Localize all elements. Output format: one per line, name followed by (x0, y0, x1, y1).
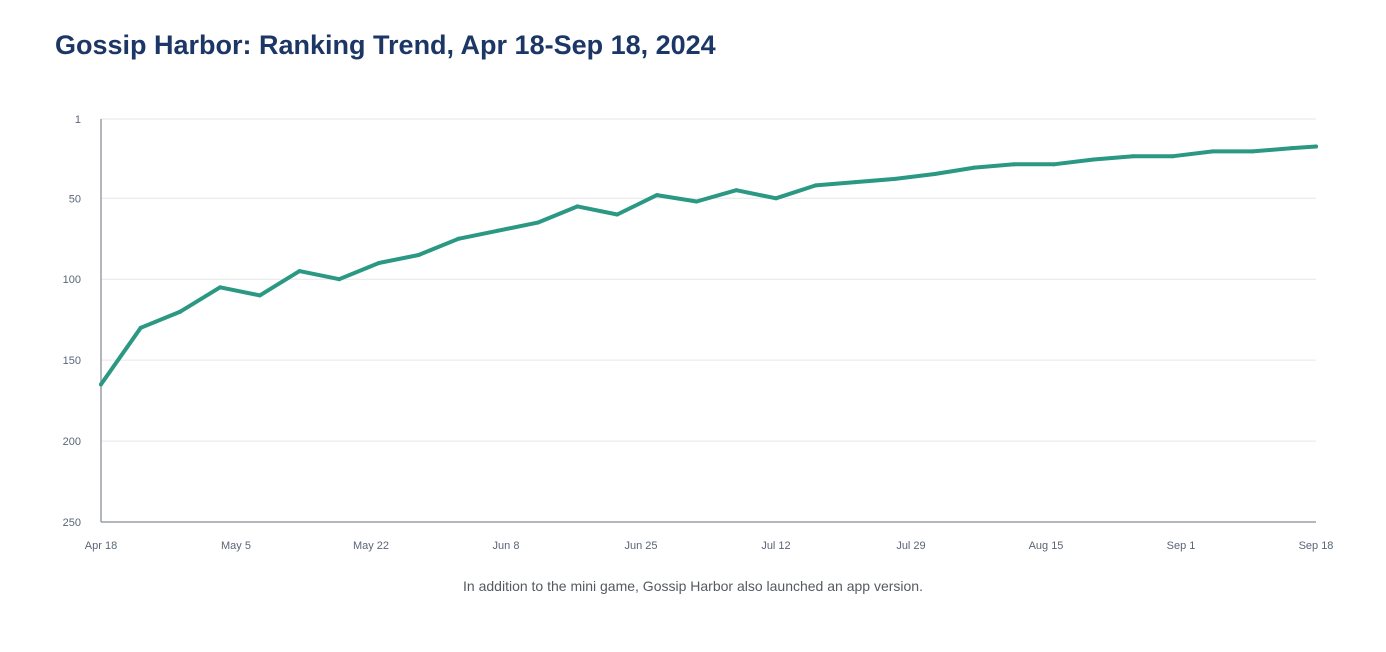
y-tick-label: 150 (63, 355, 81, 367)
data-point (734, 188, 739, 193)
x-tick-label: Sep 1 (1167, 540, 1196, 552)
data-point (218, 285, 223, 290)
data-point (1314, 144, 1318, 149)
x-tick-label: May 5 (221, 540, 251, 552)
x-tick-label: Jun 8 (493, 540, 520, 552)
series-layer (99, 144, 1318, 387)
data-point (972, 165, 977, 170)
ranking-series-line (99, 144, 1318, 387)
data-point (1171, 154, 1176, 159)
y-tick-label: 250 (63, 517, 81, 529)
data-point (1012, 162, 1017, 167)
data-point (99, 382, 103, 387)
data-point (575, 204, 580, 209)
data-point (376, 261, 381, 266)
x-tick-label: Apr 18 (85, 540, 117, 552)
x-tick-label: Jun 25 (624, 540, 657, 552)
data-point (774, 196, 778, 201)
data-point (1250, 149, 1255, 154)
x-tick-label: May 22 (353, 540, 389, 552)
axes (100, 119, 1316, 523)
data-point (416, 252, 421, 257)
x-tick-label: Jul 12 (761, 540, 790, 552)
data-point (932, 172, 937, 177)
data-point (337, 277, 342, 282)
data-point (1131, 154, 1136, 159)
x-tick-label: Aug 15 (1029, 540, 1064, 552)
y-tick-label: 1 (75, 114, 81, 126)
data-point (654, 193, 659, 198)
data-point (853, 180, 858, 185)
data-point (615, 212, 620, 217)
data-point (1290, 146, 1295, 151)
data-point (178, 309, 183, 314)
data-point (535, 220, 540, 225)
data-point (893, 176, 898, 181)
data-point (138, 325, 143, 330)
data-point (1210, 149, 1215, 154)
chart-caption: In addition to the mini game, Gossip Har… (463, 578, 923, 594)
y-tick-label: 200 (63, 436, 81, 448)
x-tick-label: Sep 18 (1299, 540, 1334, 552)
data-point (1091, 157, 1096, 162)
page-title: Gossip Harbor: Ranking Trend, Apr 18-Sep… (55, 30, 716, 60)
data-point (456, 236, 461, 241)
data-point (813, 183, 818, 188)
x-axis-tick-labels: Apr 18 May 5 May 22 Jun 8 Jun 25 Jul 12 Jul 29… (85, 540, 1334, 552)
data-point (1051, 162, 1056, 167)
y-tick-label: 100 (63, 274, 81, 286)
x-tick-label: Jul 29 (896, 540, 925, 552)
data-point (257, 293, 262, 298)
y-tick-label: 50 (69, 193, 81, 205)
data-point (297, 269, 302, 274)
data-point (694, 199, 699, 204)
data-point (496, 228, 501, 233)
